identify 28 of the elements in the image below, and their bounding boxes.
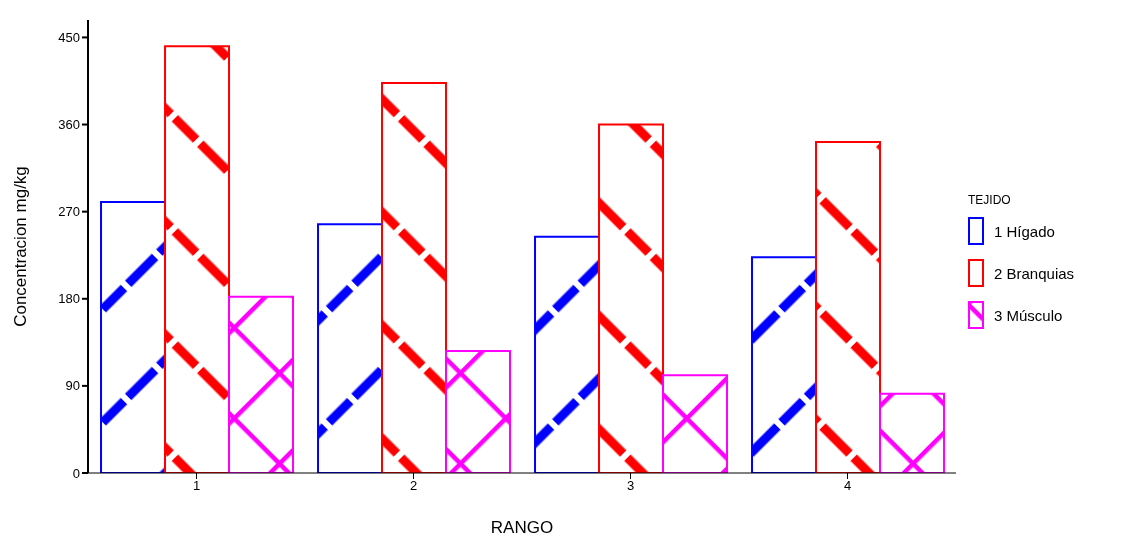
bar: [445, 350, 512, 473]
bar: [751, 256, 818, 473]
y-tick-label: 0: [72, 465, 80, 481]
y-tick-label: 450: [58, 30, 80, 46]
bar: [598, 123, 665, 473]
y-tick-label: 90: [65, 378, 80, 394]
legend-label: 1 Hígado: [994, 222, 1055, 240]
x-tick-label: 2: [409, 478, 418, 494]
x-axis-title: RANGO: [490, 518, 554, 537]
y-tick-label: 180: [58, 291, 80, 307]
y-tick-label: 270: [58, 204, 80, 220]
bar: [228, 295, 295, 473]
bar: [662, 374, 729, 473]
y-tick-label: 360: [58, 117, 80, 133]
x-tick-label: 4: [843, 478, 852, 494]
bar: [815, 140, 882, 473]
x-tick-label: 3: [626, 478, 635, 494]
x-tick-label: 1: [192, 478, 201, 494]
bar: [879, 392, 946, 473]
bar: [534, 235, 601, 473]
bar: [164, 45, 231, 473]
bar: [100, 200, 167, 473]
legend-label: 3 Músculo: [994, 306, 1063, 324]
y-axis-title: Concentracion mg/kg: [11, 166, 31, 327]
legend-title: TEJIDO: [968, 193, 1012, 207]
bar: [317, 223, 384, 473]
bar: [381, 81, 448, 473]
legend-label: 2 Branquias: [994, 264, 1075, 282]
